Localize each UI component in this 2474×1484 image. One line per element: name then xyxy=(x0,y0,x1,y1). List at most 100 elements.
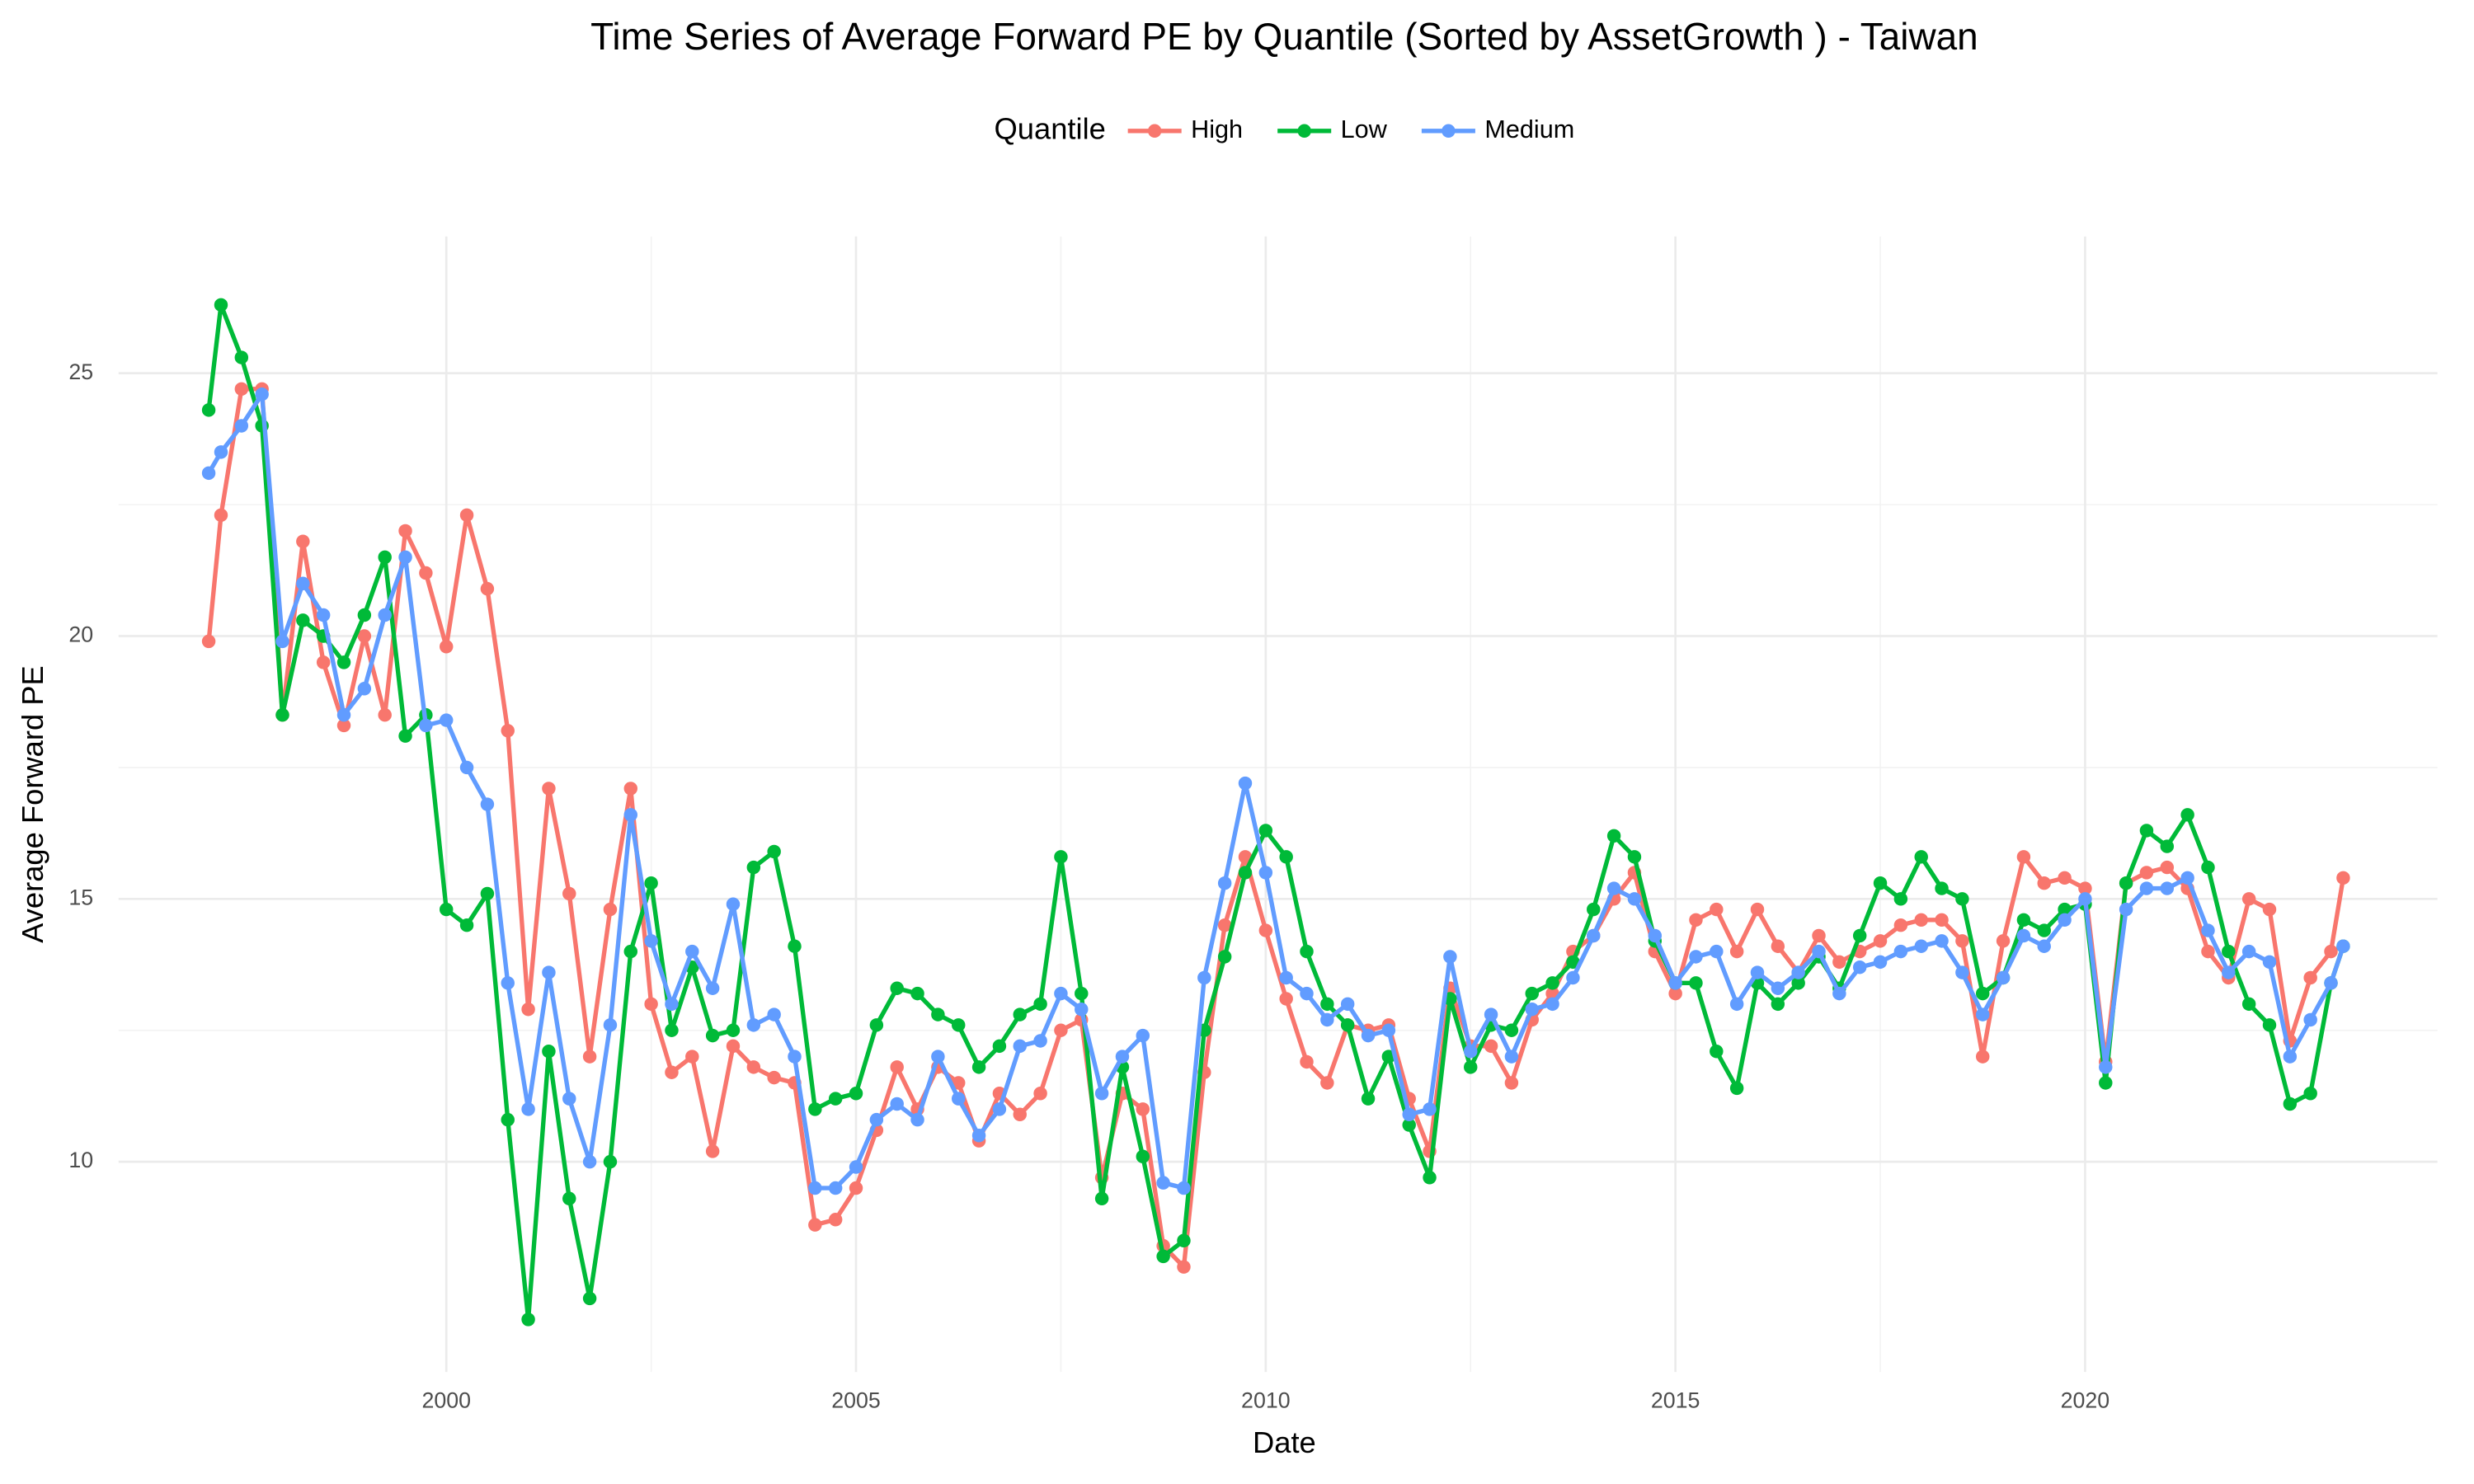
data-point xyxy=(1381,1023,1396,1037)
data-point xyxy=(1729,944,1744,959)
data-point xyxy=(2058,871,2072,885)
data-point xyxy=(2201,860,2215,875)
data-point xyxy=(808,1218,822,1232)
data-point xyxy=(910,986,924,1001)
data-point xyxy=(1914,913,1928,928)
data-point xyxy=(2016,928,2031,943)
data-point xyxy=(316,608,331,622)
legend-key-point xyxy=(1442,124,1456,138)
data-point xyxy=(2119,902,2133,917)
data-point xyxy=(952,1076,966,1090)
data-point xyxy=(1217,876,1232,890)
data-point xyxy=(1525,986,1539,1001)
data-point xyxy=(562,1092,576,1106)
data-point xyxy=(440,640,454,654)
data-point xyxy=(705,1144,720,1158)
data-point xyxy=(378,707,392,722)
data-point xyxy=(2180,871,2194,885)
data-point xyxy=(1504,1023,1519,1037)
series-line xyxy=(206,392,2345,1190)
data-point xyxy=(2241,892,2256,906)
legend-item: Low xyxy=(1277,115,1388,143)
data-point xyxy=(501,976,515,990)
data-point xyxy=(336,655,351,669)
data-point xyxy=(1238,866,1253,880)
data-point xyxy=(1893,892,1908,906)
data-point xyxy=(316,655,331,669)
data-point xyxy=(971,1129,986,1143)
x-tick-label: 2005 xyxy=(831,1388,881,1413)
data-point xyxy=(1177,1233,1191,1248)
data-point xyxy=(1504,1050,1519,1064)
data-point xyxy=(746,1060,761,1074)
data-point xyxy=(201,466,216,481)
data-point xyxy=(1668,976,1682,990)
data-point xyxy=(1976,986,1990,1001)
data-point xyxy=(1033,1087,1047,1101)
y-tick-label: 25 xyxy=(68,359,93,384)
data-point xyxy=(1771,997,1785,1012)
data-point xyxy=(2160,839,2175,853)
data-point xyxy=(2180,808,2194,822)
data-point xyxy=(459,508,474,523)
data-point xyxy=(1300,986,1314,1001)
data-point xyxy=(2262,955,2277,970)
data-point xyxy=(1054,850,1068,864)
x-tick-label: 2020 xyxy=(2061,1388,2110,1413)
data-point xyxy=(1115,1050,1130,1064)
data-point xyxy=(1791,965,1805,979)
data-point xyxy=(1177,1260,1191,1274)
data-point xyxy=(1893,944,1908,959)
data-point xyxy=(2324,944,2338,959)
data-point xyxy=(849,1181,863,1195)
data-point xyxy=(726,1039,741,1054)
data-point xyxy=(2139,824,2154,838)
data-point xyxy=(1217,950,1232,964)
data-point xyxy=(788,939,802,953)
data-point xyxy=(2037,876,2051,890)
data-point xyxy=(1545,976,1559,990)
data-point xyxy=(2139,881,2154,895)
data-point xyxy=(1545,997,1559,1012)
legend: Quantile High Low Medium xyxy=(995,111,1575,145)
data-point xyxy=(1606,881,1621,895)
data-point xyxy=(378,550,392,565)
data-point xyxy=(1258,866,1273,880)
data-point xyxy=(1443,950,1457,964)
data-point xyxy=(1054,1023,1068,1037)
data-point xyxy=(808,1181,822,1195)
data-point xyxy=(1423,1102,1437,1116)
data-point xyxy=(665,997,679,1012)
data-point xyxy=(2016,913,2031,928)
data-point xyxy=(1094,1087,1109,1101)
data-point xyxy=(1197,970,1211,985)
data-point xyxy=(1587,928,1601,943)
data-point xyxy=(746,860,761,875)
data-point xyxy=(603,1018,618,1032)
data-point xyxy=(398,524,412,538)
data-point xyxy=(214,445,228,459)
data-point xyxy=(398,550,412,565)
data-point xyxy=(1320,1076,1334,1090)
data-point xyxy=(2099,1076,2113,1090)
data-point xyxy=(1710,944,1724,959)
data-point xyxy=(952,1018,966,1032)
y-tick-label: 10 xyxy=(68,1148,93,1172)
data-point xyxy=(1340,997,1355,1012)
data-point xyxy=(1300,944,1314,959)
data-point xyxy=(1320,1012,1334,1027)
data-point xyxy=(767,844,781,859)
data-point xyxy=(1914,850,1928,864)
data-point xyxy=(644,934,658,948)
data-point xyxy=(1279,850,1293,864)
data-point xyxy=(603,902,618,917)
data-point xyxy=(952,1092,966,1106)
y-axis-title: Average Forward PE xyxy=(16,665,49,943)
data-point xyxy=(1484,1007,1498,1021)
data-point xyxy=(1627,892,1642,906)
data-point xyxy=(2303,970,2317,985)
data-point xyxy=(705,1028,720,1043)
data-point xyxy=(828,1213,843,1227)
data-point xyxy=(480,797,495,811)
